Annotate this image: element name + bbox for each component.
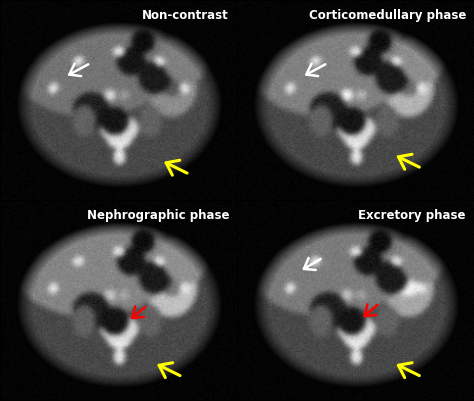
Text: Non-contrast: Non-contrast xyxy=(142,9,229,22)
Text: Excretory phase: Excretory phase xyxy=(358,209,466,222)
Text: Corticomedullary phase: Corticomedullary phase xyxy=(309,9,466,22)
Text: Nephrographic phase: Nephrographic phase xyxy=(87,209,229,222)
